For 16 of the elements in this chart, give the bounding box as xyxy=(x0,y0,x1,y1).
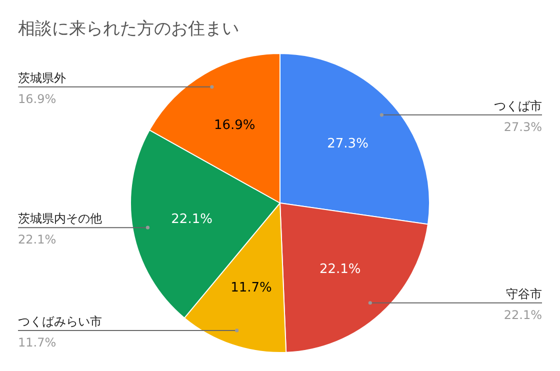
slice-label: 茨城県内その他 xyxy=(18,212,102,226)
data-label: 22.1% xyxy=(319,262,361,277)
data-label: 22.1% xyxy=(171,212,212,227)
text: 16.9% xyxy=(18,92,56,106)
slice-label: 守谷市 xyxy=(506,286,542,301)
text: 22.1% xyxy=(504,308,542,322)
text: 22.1% xyxy=(18,232,56,247)
slice-label: つくば市 xyxy=(494,98,542,113)
data-label: 27.3% xyxy=(327,136,368,152)
text: 11.7% xyxy=(18,335,56,350)
data-label: 11.7% xyxy=(230,280,272,296)
data-label: 16.9% xyxy=(214,118,256,133)
text: 27.3% xyxy=(504,120,542,134)
slice-label: 茨城県外 xyxy=(18,70,66,85)
chart-title: 相談に来られた方のお住まい xyxy=(18,18,239,40)
slice-label: つくばみらい市 xyxy=(18,314,102,328)
